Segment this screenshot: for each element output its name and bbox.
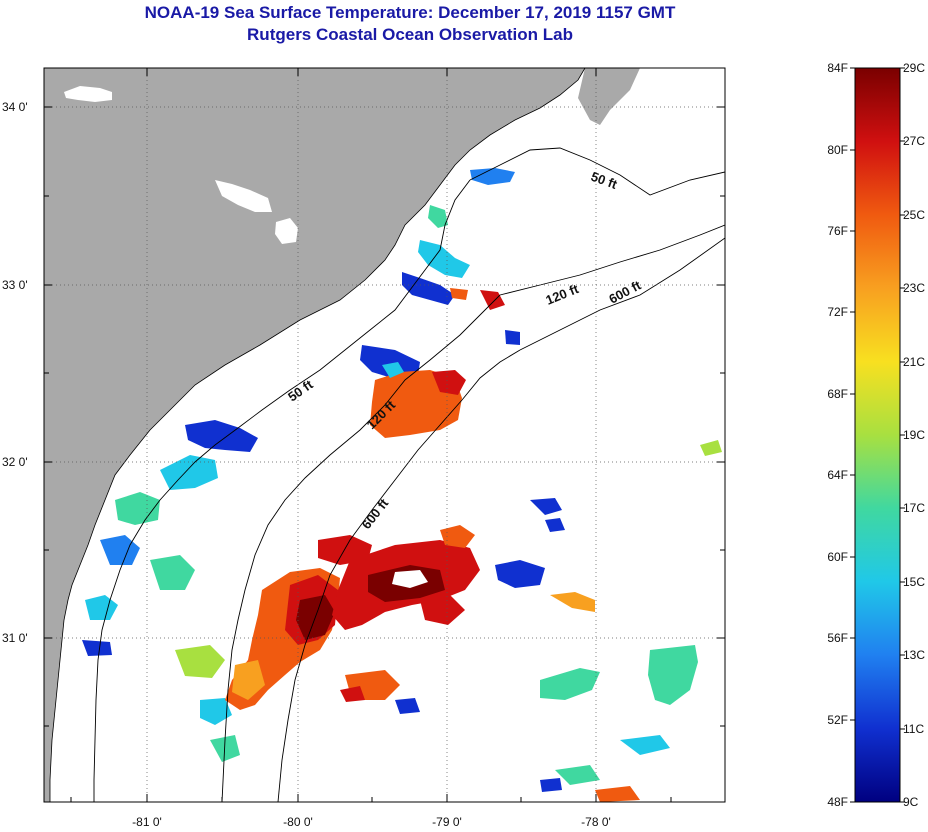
cb-c-27: 27C <box>903 134 925 148</box>
cb-c-15: 15C <box>903 575 925 589</box>
cb-f-52: 52F <box>827 713 848 727</box>
colorbar-ticks <box>850 67 905 803</box>
graticule <box>44 68 725 802</box>
cb-c-11: 11C <box>903 722 924 736</box>
cb-f-68: 68F <box>827 387 848 401</box>
depth-contours <box>93 147 725 802</box>
cb-c-23: 23C <box>903 281 925 295</box>
lat-label-31: 31 0' <box>2 631 28 645</box>
lon-label-78: -78 0' <box>581 815 611 829</box>
colorbar <box>854 67 901 803</box>
cb-f-60: 60F <box>827 550 848 564</box>
cb-c-29: 29C <box>903 61 925 75</box>
cb-f-64: 64F <box>827 468 848 482</box>
cb-c-17: 17C <box>903 501 925 515</box>
cb-f-48: 48F <box>827 795 848 809</box>
coastline <box>49 68 586 802</box>
cb-f-80: 80F <box>827 143 848 157</box>
map-subtitle: Rutgers Coastal Ocean Observation Lab <box>247 25 573 44</box>
axis-ticks <box>44 68 725 802</box>
cb-f-56: 56F <box>827 631 848 645</box>
lat-label-32: 32 0' <box>2 455 28 469</box>
cb-f-84: 84F <box>827 61 848 75</box>
lat-label-34: 34 0' <box>2 100 28 114</box>
cb-c-19: 19C <box>903 428 925 442</box>
map-title: NOAA-19 Sea Surface Temperature: Decembe… <box>144 3 676 22</box>
cb-c-21: 21C <box>903 355 925 369</box>
map-frame <box>43 67 726 803</box>
cb-c-13: 13C <box>903 648 925 662</box>
cb-c-9: 9C <box>903 795 919 809</box>
map-area <box>44 68 725 802</box>
cb-f-72: 72F <box>827 305 848 319</box>
cb-f-76: 76F <box>827 224 848 238</box>
lon-label-79: -79 0' <box>432 815 462 829</box>
lon-label-80: -80 0' <box>283 815 313 829</box>
land-mass <box>44 68 585 802</box>
lon-label-81: -81 0' <box>132 815 162 829</box>
lat-label-33: 33 0' <box>2 278 28 292</box>
cb-c-25: 25C <box>903 208 925 222</box>
